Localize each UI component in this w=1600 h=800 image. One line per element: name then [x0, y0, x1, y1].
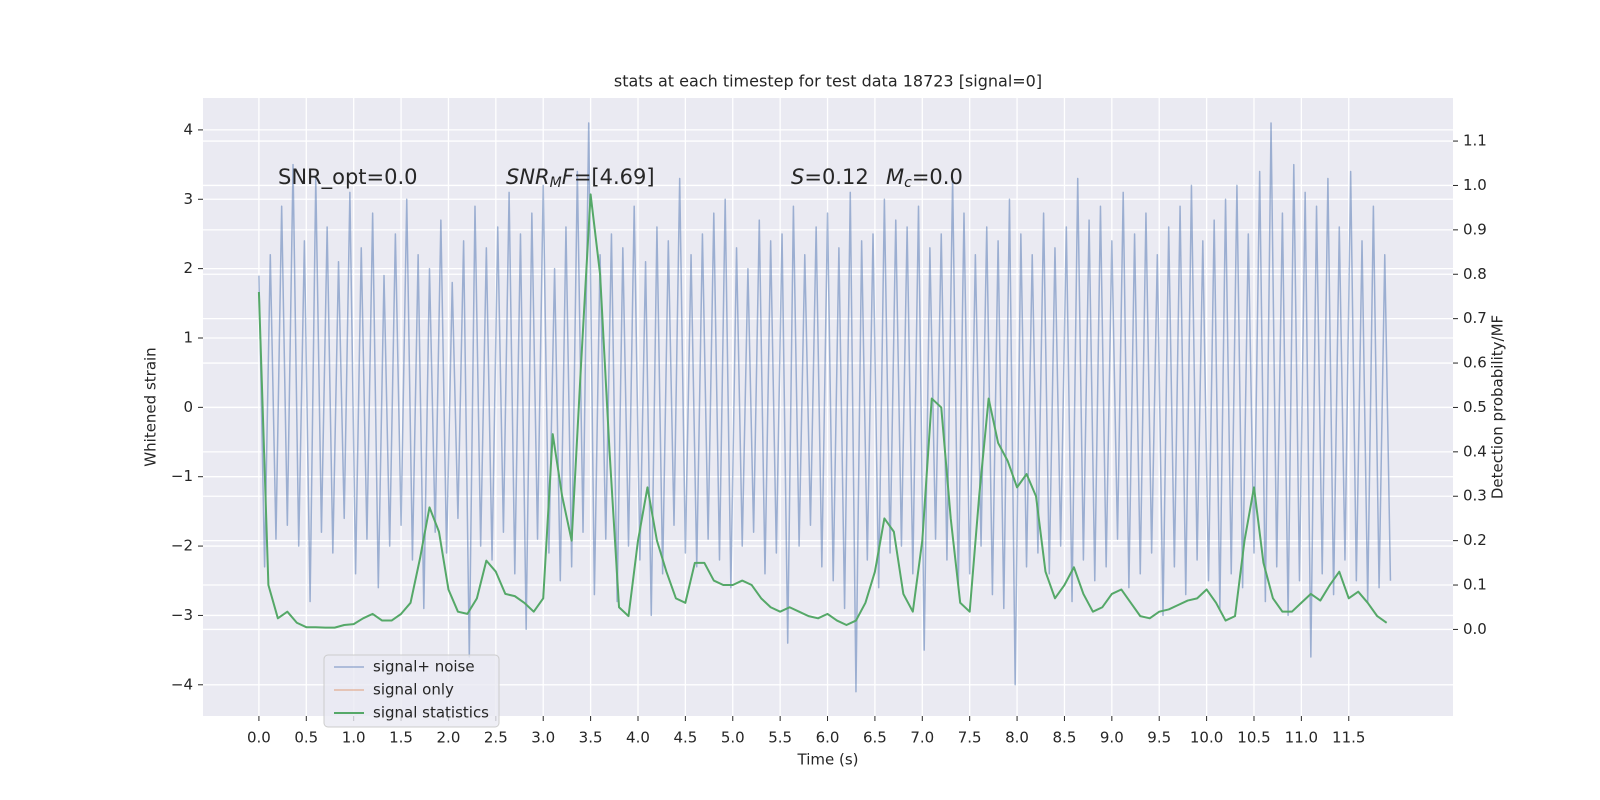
- legend-label: signal statistics: [373, 704, 489, 722]
- y-tick-label: −3: [171, 606, 193, 624]
- x-tick-label: 8.5: [1053, 729, 1077, 747]
- y-tick-label: 4: [183, 120, 193, 138]
- annotation-part: F: [562, 165, 575, 189]
- legend-box: [323, 654, 500, 728]
- x-tick-label: 0.5: [294, 729, 318, 747]
- x-tick-label: 4.0: [626, 729, 650, 747]
- legend-label: signal only: [373, 681, 454, 699]
- annotation: SNRMF=[4.69]: [506, 165, 655, 191]
- annotation-part: =0.12: [804, 165, 868, 189]
- axes: 0.0 0.5 1.0 1.5 2.0 2.5 3.0 3.5 4.0 4.5 5.0 5.5 6.0 6…: [171, 120, 1487, 746]
- marks: [257, 122, 1392, 693]
- x-tick-label: 1.5: [389, 729, 413, 747]
- annotation: SNR_opt=0.0: [278, 165, 418, 190]
- y2-tick-label: 0.4: [1463, 442, 1487, 460]
- annotation: Mc=0.0: [886, 165, 963, 191]
- annotation: S=0.12: [791, 165, 869, 189]
- legend-label: signal+ noise: [373, 658, 475, 676]
- x-tick-label: 9.0: [1100, 729, 1124, 747]
- y2-axis-label: Detection probability/MF: [1489, 315, 1507, 499]
- x-tick-label: 5.0: [721, 729, 745, 747]
- x-tick-label: 5.5: [768, 729, 792, 747]
- y-tick-label: −4: [171, 675, 193, 693]
- y-axis-label: Whitened strain: [142, 347, 160, 466]
- y-tick-label: 1: [183, 328, 193, 346]
- x-tick-label: 2.0: [437, 729, 461, 747]
- annotation-part: c: [904, 175, 912, 191]
- annotation-part: SNR: [506, 165, 550, 189]
- x-tick-label: 3.5: [579, 729, 603, 747]
- y2-tick-label: 0.8: [1463, 265, 1487, 283]
- x-tick-label: 7.0: [910, 729, 934, 747]
- x-tick-label: 2.5: [484, 729, 508, 747]
- x-tick-label: 4.5: [673, 729, 697, 747]
- annotation-part: M: [550, 175, 562, 191]
- x-tick-label: 10.0: [1190, 729, 1223, 747]
- x-axis-label: Time (s): [797, 751, 859, 769]
- y2-tick-label: 0.6: [1463, 354, 1487, 372]
- x-tick-label: 0.0: [247, 729, 271, 747]
- series-line: [258, 122, 1392, 693]
- y2-tick-label: 1.1: [1463, 132, 1487, 150]
- legend: signal+ noise signal only signal statistic…: [323, 654, 500, 728]
- y2-tick-label: 0.0: [1463, 620, 1487, 638]
- y-tick-label: 2: [183, 259, 193, 277]
- x-tick-label: 8.0: [1005, 729, 1029, 747]
- annotations: SNR_opt=0.0 SNRMF=[4.69] S=0.12 Mc=0.0: [278, 165, 963, 191]
- y-tick-label: −2: [171, 537, 193, 555]
- annotation-part: =0.0: [912, 165, 963, 189]
- x-tick-label: 6.5: [863, 729, 887, 747]
- x-tick-label: 3.0: [531, 729, 555, 747]
- x-tick-label: 10.5: [1237, 729, 1270, 747]
- y2-tick-label: 0.7: [1463, 309, 1487, 327]
- chart-title: stats at each timestep for test data 187…: [614, 72, 1042, 91]
- y2-tick-label: 1.0: [1463, 176, 1487, 194]
- y-tick-label: 3: [183, 190, 193, 208]
- x-tick-label: 7.5: [958, 729, 982, 747]
- annotation-part: SNR_opt=0.0: [278, 165, 418, 190]
- y2-tick-label: 0.9: [1463, 220, 1487, 238]
- series-line: [257, 193, 1388, 629]
- annotation-part: =[4.69]: [574, 165, 655, 189]
- x-tick-label: 11.5: [1332, 729, 1365, 747]
- y-tick-label: −1: [171, 467, 193, 485]
- annotation-part: S: [791, 165, 804, 189]
- y2-tick-label: 0.1: [1463, 576, 1487, 594]
- x-tick-label: 9.5: [1147, 729, 1171, 747]
- y2-tick-label: 0.2: [1463, 531, 1487, 549]
- x-tick-label: 6.0: [816, 729, 840, 747]
- x-tick-label: 11.0: [1285, 729, 1318, 747]
- annotation-part: M: [886, 165, 904, 189]
- y-tick-label: 0: [183, 398, 193, 416]
- x-tick-label: 1.0: [342, 729, 366, 747]
- y2-tick-label: 0.3: [1463, 487, 1487, 505]
- y2-tick-label: 0.5: [1463, 398, 1487, 416]
